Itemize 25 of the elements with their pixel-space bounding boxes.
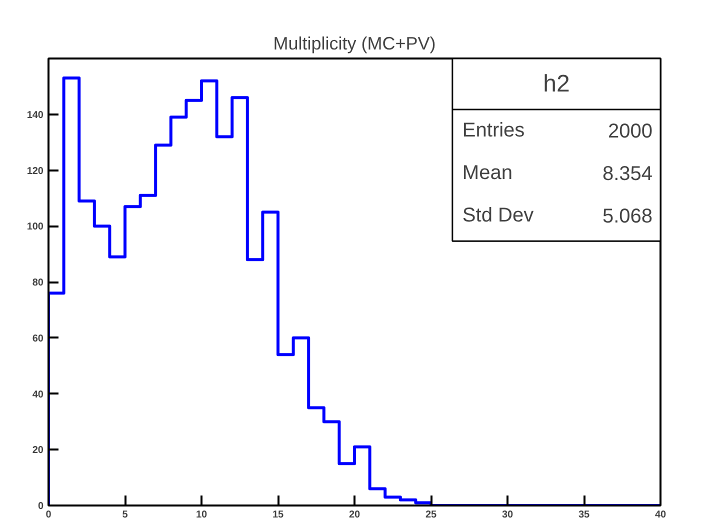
y-tick-label: 120 [26, 166, 44, 177]
x-tick-label: 15 [272, 510, 284, 520]
y-tick-label: 60 [32, 333, 44, 344]
x-tick-label: 10 [196, 510, 208, 520]
annotation: h2 [543, 70, 570, 98]
annotation: Std Dev [462, 204, 534, 227]
annotation: 2000 [608, 120, 653, 143]
y-tick-label: 140 [26, 110, 44, 121]
y-tick-label: 100 [26, 222, 44, 233]
annotation: 8.354 [602, 163, 653, 186]
annotation: Entries [462, 120, 525, 142]
y-tick-label: 80 [32, 278, 44, 288]
y-tick-label: 20 [32, 445, 44, 456]
x-tick-label: 25 [425, 510, 437, 520]
x-tick-label: 20 [348, 510, 360, 520]
annotation: Mean [462, 162, 512, 184]
x-tick-label: 0 [46, 510, 52, 520]
y-tick-label: 0 [38, 501, 44, 512]
x-tick-label: 5 [122, 510, 128, 520]
chart-title: Multiplicity (MC+PV) [273, 34, 436, 54]
y-tick-label: 40 [32, 389, 44, 400]
x-tick-label: 40 [654, 510, 666, 520]
annotation: 5.068 [602, 206, 653, 228]
x-tick-label: 30 [502, 510, 514, 520]
x-tick-label: 35 [578, 510, 590, 520]
